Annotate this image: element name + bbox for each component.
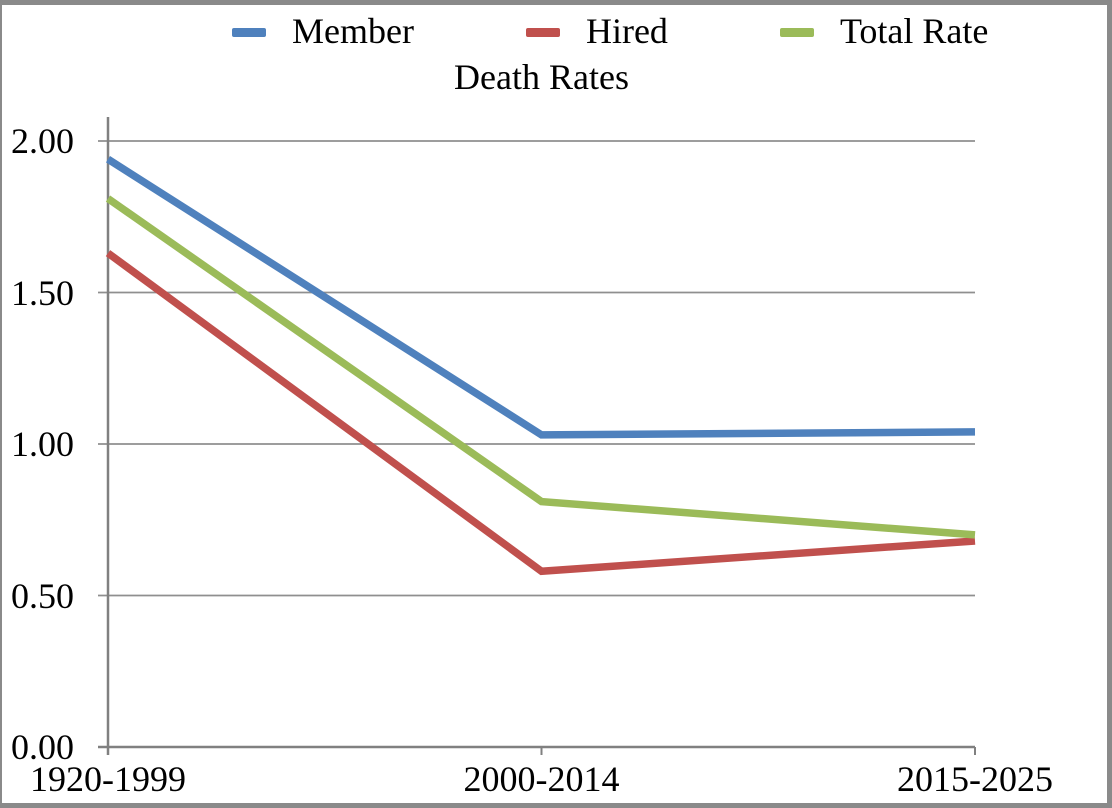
axes bbox=[106, 117, 976, 755]
x-axis-label-2000-2014: 2000-2014 bbox=[463, 759, 620, 799]
y-axis-label-1.50: 1.50 bbox=[11, 272, 74, 313]
legend-label-total-rate: Total Rate bbox=[839, 11, 989, 52]
y-axis-label-1.00: 1.00 bbox=[11, 424, 74, 464]
legend-item-member: Member bbox=[232, 10, 414, 53]
legend: Member Hired Total Rate bbox=[232, 9, 988, 55]
y-axis-label-0.50: 0.50 bbox=[11, 575, 74, 616]
legend-label-member: Member bbox=[292, 11, 414, 52]
line-total-rate bbox=[105, 195, 976, 539]
y-axis-label-2.00: 2.00 bbox=[11, 121, 74, 161]
x-axis-label-1920-1999: 1920-1999 bbox=[30, 759, 186, 799]
legend-item-total-rate: Total Rate bbox=[779, 10, 989, 53]
series-lines bbox=[105, 156, 976, 576]
chart-title: Death Rates bbox=[454, 57, 629, 97]
y-axis-label-0.00: 0.00 bbox=[11, 727, 74, 767]
legend-swatch-total-rate bbox=[779, 27, 814, 37]
gridlines bbox=[98, 140, 975, 749]
x-axis-label-2015-2025: 2015-2025 bbox=[897, 759, 1053, 799]
legend-swatch-hired bbox=[525, 27, 560, 37]
plot-svg bbox=[98, 117, 976, 755]
line-member bbox=[105, 156, 976, 439]
legend-item-hired: Hired bbox=[525, 10, 668, 53]
legend-swatch-member bbox=[232, 27, 266, 37]
legend-label-hired: Hired bbox=[585, 11, 668, 52]
line-hired bbox=[105, 250, 976, 576]
